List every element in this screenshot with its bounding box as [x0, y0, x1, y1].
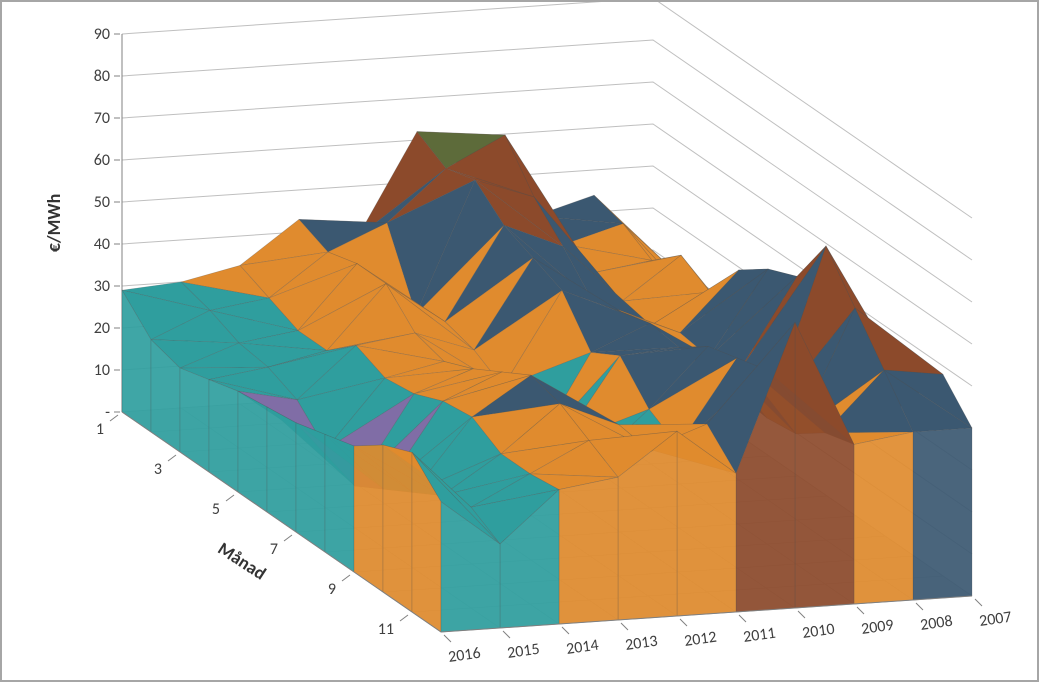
year-tick-label: 2008 [919, 612, 954, 635]
month-tick-label: 5 [212, 500, 220, 519]
year-tick-label: 2015 [506, 640, 541, 663]
surface-chart: - 10 20 30 40 50 60 70 80 90 €/MWh 1 3 5 7 9 11 Månad 2016… [2, 2, 1037, 680]
z-tick-label: 80 [94, 67, 110, 86]
year-tick-label: 2012 [683, 628, 718, 651]
month-tick-label: 11 [378, 620, 394, 639]
month-axis-label: Månad [214, 537, 270, 584]
year-tick-label: 2016 [447, 644, 482, 667]
year-tick-label: 2013 [624, 632, 659, 655]
z-tick-label: - [105, 403, 110, 422]
z-tick-label: 70 [94, 109, 110, 128]
month-tick-label: 1 [96, 420, 104, 439]
z-axis-ticks: - 10 20 30 40 50 60 70 80 90 [94, 25, 120, 422]
z-tick-label: 50 [94, 193, 110, 212]
z-tick-label: 90 [94, 25, 110, 44]
month-tick-label: 7 [270, 540, 278, 559]
z-tick-label: 40 [94, 235, 110, 254]
year-tick-label: 2007 [978, 608, 1013, 631]
year-tick-label: 2014 [565, 636, 600, 659]
year-tick-label: 2011 [742, 624, 777, 647]
month-tick-label: 9 [328, 580, 336, 599]
z-tick-label: 20 [94, 319, 110, 338]
month-tick-label: 3 [154, 460, 162, 479]
chart-frame: - 10 20 30 40 50 60 70 80 90 €/MWh 1 3 5 7 9 11 Månad 2016… [0, 0, 1039, 682]
year-tick-label: 2009 [860, 616, 895, 639]
z-tick-label: 60 [94, 151, 110, 170]
z-tick-label: 10 [94, 361, 110, 380]
year-tick-label: 2010 [801, 620, 836, 643]
z-tick-label: 30 [94, 277, 110, 296]
z-axis-label: €/MWh [43, 194, 65, 253]
